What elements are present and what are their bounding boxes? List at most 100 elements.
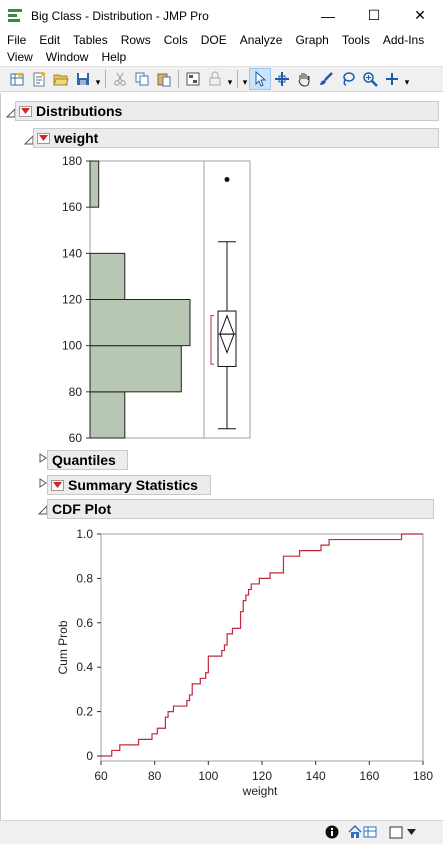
- paste-icon[interactable]: [153, 68, 175, 90]
- chevron-down-icon[interactable]: [407, 829, 416, 835]
- menu-add-ins[interactable]: Add-Ins: [382, 32, 425, 47]
- histogram-chart[interactable]: 60 80 100 120 140 160 180: [1, 153, 261, 443]
- brush-icon[interactable]: [315, 68, 337, 90]
- menu-tables[interactable]: Tables: [73, 32, 108, 47]
- y-tick-label: 0.4: [76, 660, 93, 674]
- menu-analyze[interactable]: Analyze: [239, 32, 283, 47]
- summary-statistics-outline-header[interactable]: Summary Statistics: [47, 475, 211, 495]
- crosshair-icon[interactable]: [271, 68, 293, 90]
- quartile-box: [217, 310, 237, 367]
- new-data-table-icon[interactable]: [6, 68, 28, 90]
- menu-graph[interactable]: Graph: [295, 32, 329, 47]
- y-tick-label: 1.0: [76, 527, 93, 541]
- red-triangle-menu-icon[interactable]: [19, 105, 32, 117]
- y-tick-label: 0.8: [76, 571, 93, 585]
- menu-rows[interactable]: Rows: [120, 32, 151, 47]
- red-triangle-menu-icon[interactable]: [51, 479, 64, 491]
- toolbar-grip[interactable]: ▾: [404, 77, 410, 87]
- minimize-button[interactable]: —: [321, 7, 335, 24]
- jmp-app-icon: [8, 8, 24, 24]
- menu-row-2: View Window Help: [0, 48, 443, 65]
- histogram-bar: [89, 299, 191, 347]
- red-triangle-menu-icon[interactable]: [37, 132, 50, 144]
- y-tick-label: 0: [86, 749, 93, 763]
- histogram-bar: [89, 391, 126, 439]
- y-tick-label: 80: [69, 385, 83, 399]
- y-tick-label: 160: [62, 200, 82, 214]
- home-icon[interactable]: [348, 825, 362, 839]
- x-tick-label: 100: [198, 769, 218, 783]
- x-tick-label: 140: [306, 769, 326, 783]
- y-tick-label: 140: [62, 246, 82, 260]
- summary-statistics-title: Summary Statistics: [68, 477, 198, 493]
- y-tick-label: 60: [69, 431, 83, 443]
- cdf-plot-outline-header[interactable]: CDF Plot: [47, 499, 434, 519]
- data-table-icon[interactable]: [363, 825, 377, 839]
- quantiles-title: Quantiles: [52, 452, 116, 468]
- x-tick-label: 160: [359, 769, 379, 783]
- maximize-button[interactable]: ☐: [367, 7, 381, 23]
- histogram-bar: [89, 252, 126, 301]
- disclosure-closed-icon[interactable]: [38, 453, 48, 463]
- cdf-step-line: [101, 533, 423, 757]
- weight-title: weight: [54, 130, 99, 146]
- menu-doe[interactable]: DOE: [200, 32, 227, 47]
- copy-icon[interactable]: [131, 68, 153, 90]
- toolbar: ▾ ▾ ▾ ▾: [0, 66, 443, 92]
- window-title: Big Class - Distribution - JMP Pro: [31, 8, 209, 23]
- cdf-frame: [100, 533, 424, 762]
- report-area: Distributions weight 60 80 100 120 140 160 180…: [0, 93, 443, 820]
- info-icon[interactable]: [325, 825, 339, 839]
- new-script-icon[interactable]: [28, 68, 50, 90]
- y-tick-label: 120: [62, 293, 82, 307]
- cut-icon[interactable]: [109, 68, 131, 90]
- quantiles-outline-header[interactable]: Quantiles: [47, 450, 128, 470]
- x-tick-label: 120: [252, 769, 272, 783]
- cdf-plot-title: CDF Plot: [52, 501, 112, 517]
- outlier-point: [224, 176, 230, 182]
- histogram-bar: [89, 345, 182, 393]
- menu-edit[interactable]: Edit: [39, 32, 61, 47]
- journal-icon[interactable]: [182, 68, 204, 90]
- disclosure-closed-icon[interactable]: [38, 478, 48, 488]
- toolbar-grip[interactable]: ▾: [227, 77, 233, 87]
- y-axis-label: Cum Prob: [56, 620, 70, 674]
- shortest-half-bracket: [210, 315, 214, 365]
- weight-outline-header[interactable]: weight: [33, 128, 439, 148]
- plus-icon[interactable]: [381, 68, 403, 90]
- toolbar-grip[interactable]: ▾: [95, 77, 101, 87]
- menu-file[interactable]: File: [7, 32, 27, 47]
- y-tick-label: 0.6: [76, 616, 93, 630]
- cdf-chart[interactable]: 60 80 100 120 140 160 180 0 0.2 0.4 0.6 0.8 1.0 weigh…: [1, 525, 441, 815]
- window-list-icon[interactable]: [389, 826, 403, 839]
- menu-help[interactable]: Help: [101, 49, 127, 64]
- x-tick-label: 80: [148, 769, 162, 783]
- toolbar-separator: [178, 70, 179, 88]
- magnifier-icon[interactable]: [359, 68, 381, 90]
- menu-cols[interactable]: Cols: [163, 32, 188, 47]
- distributions-title: Distributions: [36, 103, 123, 119]
- lasso-icon[interactable]: [337, 68, 359, 90]
- lock-icon[interactable]: [204, 68, 226, 90]
- menu-window[interactable]: Window: [45, 49, 89, 64]
- open-icon[interactable]: [50, 68, 72, 90]
- hand-icon[interactable]: [293, 68, 315, 90]
- x-axis-label: weight: [242, 784, 278, 798]
- save-icon[interactable]: [72, 68, 94, 90]
- toolbar-separator: [105, 70, 106, 88]
- title-bar: Big Class - Distribution - JMP Pro — ☐ ✕: [0, 0, 443, 31]
- menu-row-1: File Edit Tables Rows Cols DOE Analyze Graph Too…: [0, 31, 443, 48]
- menu-tools[interactable]: Tools: [341, 32, 370, 47]
- arrow-icon[interactable]: [249, 68, 271, 90]
- toolbar-separator: [237, 70, 238, 88]
- menu-view[interactable]: View: [7, 49, 33, 64]
- y-tick-label: 0.2: [76, 705, 93, 719]
- distributions-outline-header[interactable]: Distributions: [15, 101, 439, 121]
- status-bar: [0, 820, 443, 844]
- x-tick-label: 180: [413, 769, 433, 783]
- close-button[interactable]: ✕: [414, 7, 426, 23]
- x-tick-label: 60: [94, 769, 108, 783]
- y-tick-label: 180: [62, 154, 82, 168]
- mean-diamond: [219, 314, 235, 355]
- toolbar-grip[interactable]: ▾: [242, 77, 248, 87]
